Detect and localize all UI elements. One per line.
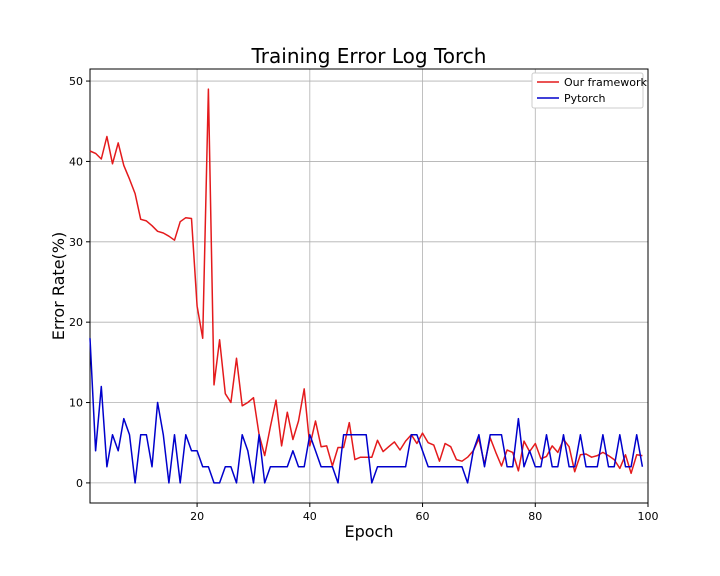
y-axis-title: Error Rate(%) bbox=[49, 232, 68, 340]
x-tick-label: 80 bbox=[528, 510, 542, 523]
series-line-pytorch bbox=[89, 338, 644, 484]
x-tick-label: 20 bbox=[190, 510, 204, 523]
series-line-our-framework bbox=[89, 88, 643, 475]
legend: Our framework Pytorch bbox=[531, 72, 648, 109]
y-tick-label: 10 bbox=[69, 397, 83, 410]
plot-area bbox=[89, 68, 649, 504]
axis-ticks: 20 40 60 80 100 0 10 20 30 40 50 bbox=[69, 75, 659, 523]
y-tick-label: 20 bbox=[69, 316, 83, 329]
series-lines bbox=[89, 88, 644, 484]
x-axis-title: Epoch bbox=[345, 522, 394, 541]
y-tick-label: 50 bbox=[69, 75, 83, 88]
legend-label-our-framework: Our framework bbox=[564, 76, 648, 89]
x-tick-label: 60 bbox=[416, 510, 430, 523]
legend-box bbox=[531, 72, 644, 109]
y-tick-label: 40 bbox=[69, 155, 83, 168]
legend-label-pytorch: Pytorch bbox=[564, 92, 606, 105]
x-tick-label: 100 bbox=[638, 510, 659, 523]
y-tick-label: 30 bbox=[69, 236, 83, 249]
chart-title: Training Error Log Torch bbox=[251, 44, 487, 68]
x-tick-label: 40 bbox=[303, 510, 317, 523]
y-tick-label: 0 bbox=[76, 477, 83, 490]
